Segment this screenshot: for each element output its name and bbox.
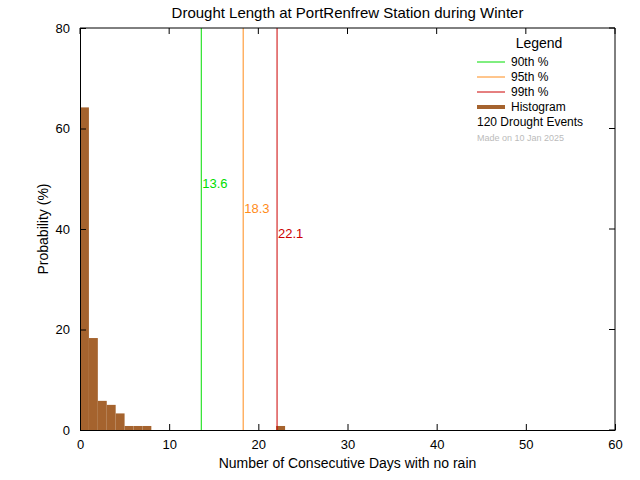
histogram-bar (116, 413, 125, 430)
y-tick-label: 0 (63, 423, 70, 438)
histogram-bar (267, 430, 276, 431)
percentile-label: 18.3 (244, 201, 269, 216)
x-axis: 0 10 20 30 40 50 60 (77, 424, 623, 452)
y-tick: 60 (56, 121, 86, 136)
y-tick-mark (80, 330, 86, 331)
x-tick: 40 (430, 424, 444, 452)
histogram-bar (89, 338, 98, 430)
y-tick-label: 60 (56, 121, 70, 136)
plot-area (80, 28, 285, 430)
x-tick-mark-top (347, 28, 348, 34)
x-tick-mark (258, 424, 259, 430)
x-tick-mark-top (169, 28, 170, 34)
percentile-line (243, 28, 244, 430)
histogram-bar (160, 430, 169, 431)
y-tick: 20 (56, 322, 86, 337)
y-tick: 0 (63, 423, 86, 438)
x-tick-mark (437, 424, 438, 430)
x-tick-label: 20 (252, 437, 266, 452)
histogram-bar (151, 430, 160, 431)
histogram-bar (187, 430, 196, 431)
y-tick-mark-right (609, 128, 615, 129)
y-tick-label: 80 (56, 21, 70, 36)
x-axis-line (81, 430, 616, 431)
legend-title: Legend (516, 35, 563, 51)
histogram-bar (196, 430, 205, 431)
percentile-label: 22.1 (278, 226, 303, 241)
chart: 13.6 18.3 22.1 0 10 20 30 40 50 60 0 20 40 60 80 Drough… (0, 0, 640, 480)
y-tick: 40 (56, 222, 86, 237)
y-tick-mark (80, 229, 86, 230)
annotation: 120 Drought Events (477, 115, 583, 129)
legend-swatch (477, 77, 505, 78)
histogram-bar (134, 426, 143, 430)
x-tick-mark-top (525, 28, 526, 34)
histogram-bar (223, 430, 232, 431)
legend-swatch (477, 105, 505, 109)
x-tick: 30 (341, 424, 355, 452)
percentile-label: 13.6 (202, 176, 227, 191)
histogram-bar (232, 430, 241, 431)
x-tick-mark-top (258, 28, 259, 34)
background (0, 0, 640, 480)
x-tick-mark (169, 424, 170, 430)
legend: Legend 90th %95th %99th %Histogram120 Dro… (477, 35, 583, 143)
y-tick-mark (80, 129, 86, 130)
histogram-bar (125, 426, 134, 430)
y-tick-mark (80, 430, 86, 431)
x-tick-label: 60 (608, 437, 622, 452)
annotation: Made on 10 Jan 2025 (477, 133, 564, 143)
x-tick-label: 50 (519, 437, 533, 452)
histogram-bar (98, 401, 107, 430)
x-tick-label: 40 (430, 437, 444, 452)
y-tick-mark-right (609, 229, 615, 230)
histogram-bar (214, 430, 223, 431)
y-axis-title: Probability (%) (35, 183, 51, 274)
x-tick-mark-top (436, 28, 437, 34)
x-tick: 20 (252, 424, 266, 452)
histogram-bar (80, 107, 89, 430)
legend-label: 99th % (511, 85, 549, 99)
chart-title: Drought Length at PortRenfrew Station du… (172, 4, 524, 21)
legend-label: 95th % (511, 70, 549, 84)
x-tick-label: 0 (77, 437, 84, 452)
histogram-bar (205, 430, 214, 431)
x-tick-mark (526, 424, 527, 430)
legend-label: Histogram (511, 100, 566, 114)
histogram-bar (258, 430, 267, 431)
x-tick-mark-top (80, 28, 81, 34)
x-tick-mark-top (615, 28, 616, 34)
x-tick: 10 (162, 424, 176, 452)
y-axis: 0 20 40 60 80 (56, 21, 86, 438)
x-tick: 50 (519, 424, 533, 452)
x-tick-label: 10 (162, 437, 176, 452)
y-tick-mark-right (609, 28, 615, 29)
legend-label: 90th % (511, 55, 549, 69)
y-tick-label: 40 (56, 222, 70, 237)
histogram-bar (178, 430, 187, 431)
percentile-line (201, 28, 202, 430)
x-tick-label: 30 (341, 437, 355, 452)
histogram-bar (107, 405, 116, 430)
histogram-bar (169, 430, 178, 431)
histogram-bar (249, 430, 258, 431)
y-tick-mark-right (609, 329, 615, 330)
y-tick-mark-right (609, 430, 615, 431)
histogram-bar (142, 426, 151, 430)
x-axis-title: Number of Consecutive Days with no rain (219, 455, 477, 471)
x-tick-mark (348, 424, 349, 430)
histogram-bar (241, 430, 250, 431)
legend-swatch (477, 62, 505, 63)
y-tick-label: 20 (56, 322, 70, 337)
legend-swatch (477, 92, 505, 93)
